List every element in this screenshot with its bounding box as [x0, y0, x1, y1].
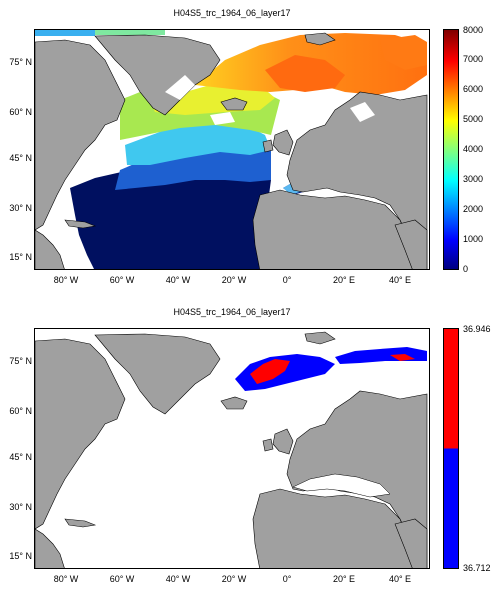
lon-tick-20e: 20° E — [332, 275, 356, 285]
lon-tick-60w: 60° W — [109, 275, 135, 285]
map-svg-bottom — [35, 331, 428, 568]
map-svg-top — [35, 30, 428, 269]
colorbar-tick-0: 0 — [463, 264, 469, 274]
lon-tick-80w-b: 80° W — [53, 574, 79, 584]
colorbar-tick-4000: 4000 — [463, 144, 484, 154]
lat-tick-75: 75° N — [9, 57, 32, 67]
lon-tick-0-b: 0° — [282, 574, 292, 584]
lat-tick-60-b: 60° N — [9, 406, 32, 416]
lat-tick-45: 45° N — [9, 153, 32, 163]
colorbar-tick-min: 36.712 — [463, 563, 491, 573]
lat-tick-15: 15° N — [9, 252, 32, 262]
lon-tick-40w: 40° W — [165, 275, 191, 285]
map-panel-bottom: H04S5_trc_1964_06_layer17 — [0, 299, 500, 599]
colorbar-tick-7000: 7000 — [463, 54, 484, 64]
lon-tick-20w: 20° W — [221, 275, 247, 285]
colorbar-tick-max: 36.946 — [463, 324, 491, 334]
colorbar-tick-5000: 5000 — [463, 114, 484, 124]
lat-tick-15-b: 15° N — [9, 551, 32, 561]
nodata-top — [165, 75, 375, 125]
lon-tick-40e-b: 40° E — [388, 574, 412, 584]
lat-tick-60: 60° N — [9, 107, 32, 117]
colorbar-tick-3000: 3000 — [463, 174, 484, 184]
lat-tick-30: 30° N — [9, 203, 32, 213]
colorbar-bottom — [443, 328, 459, 569]
colorbar-tick-8000: 8000 — [463, 25, 484, 35]
lat-tick-45-b: 45° N — [9, 452, 32, 462]
colorbar-tick-1000: 1000 — [463, 234, 484, 244]
lat-tick-30-b: 30° N — [9, 502, 32, 512]
lon-tick-20w-b: 20° W — [221, 574, 247, 584]
lon-tick-40w-b: 40° W — [165, 574, 191, 584]
panel-title-top: H04S5_trc_1964_06_layer17 — [173, 8, 291, 18]
colorbar-tick-2000: 2000 — [463, 204, 484, 214]
map-plot-bottom — [34, 328, 430, 569]
panel-title-bottom: H04S5_trc_1964_06_layer17 — [173, 307, 291, 317]
lon-tick-60w-b: 60° W — [109, 574, 135, 584]
tracer-field-bottom — [235, 347, 427, 391]
lon-tick-40e: 40° E — [388, 275, 412, 285]
map-panel-top: H04S5_trc_1964_06_layer17 — [9, 8, 484, 285]
map-plot-top — [34, 29, 430, 270]
lat-tick-75-b: 75° N — [9, 356, 32, 366]
nodata-bottom — [292, 473, 391, 498]
colorbar-tick-6000: 6000 — [463, 84, 484, 94]
colorbar-top — [443, 29, 459, 270]
lon-tick-0: 0° — [282, 275, 292, 285]
land-bottom — [35, 331, 428, 568]
land-top — [35, 32, 428, 269]
lon-tick-80w: 80° W — [53, 275, 79, 285]
lon-tick-20e-b: 20° E — [332, 574, 356, 584]
